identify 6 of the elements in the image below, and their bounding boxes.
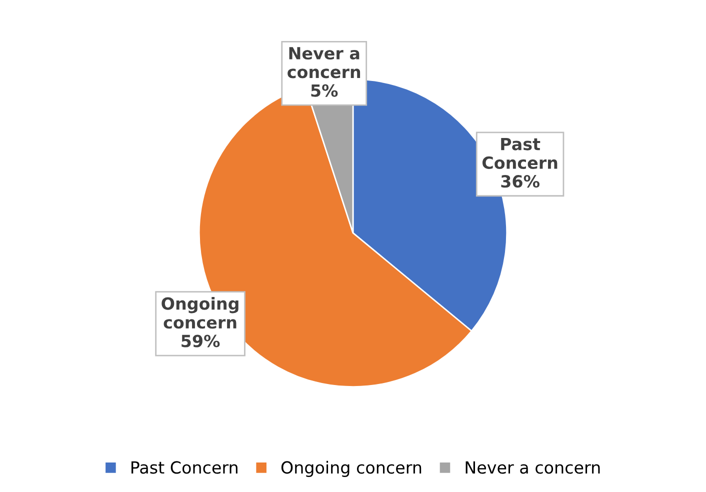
legend-label: Past Concern bbox=[132, 461, 238, 474]
legend-label: Never a concern bbox=[466, 461, 600, 474]
legend-label: Ongoing concern bbox=[281, 460, 422, 477]
data-label: Never a concern 5% bbox=[288, 47, 360, 97]
data-label: Past Concern 36% bbox=[482, 138, 558, 188]
data-label: Ongoing concern 59% bbox=[162, 296, 238, 348]
